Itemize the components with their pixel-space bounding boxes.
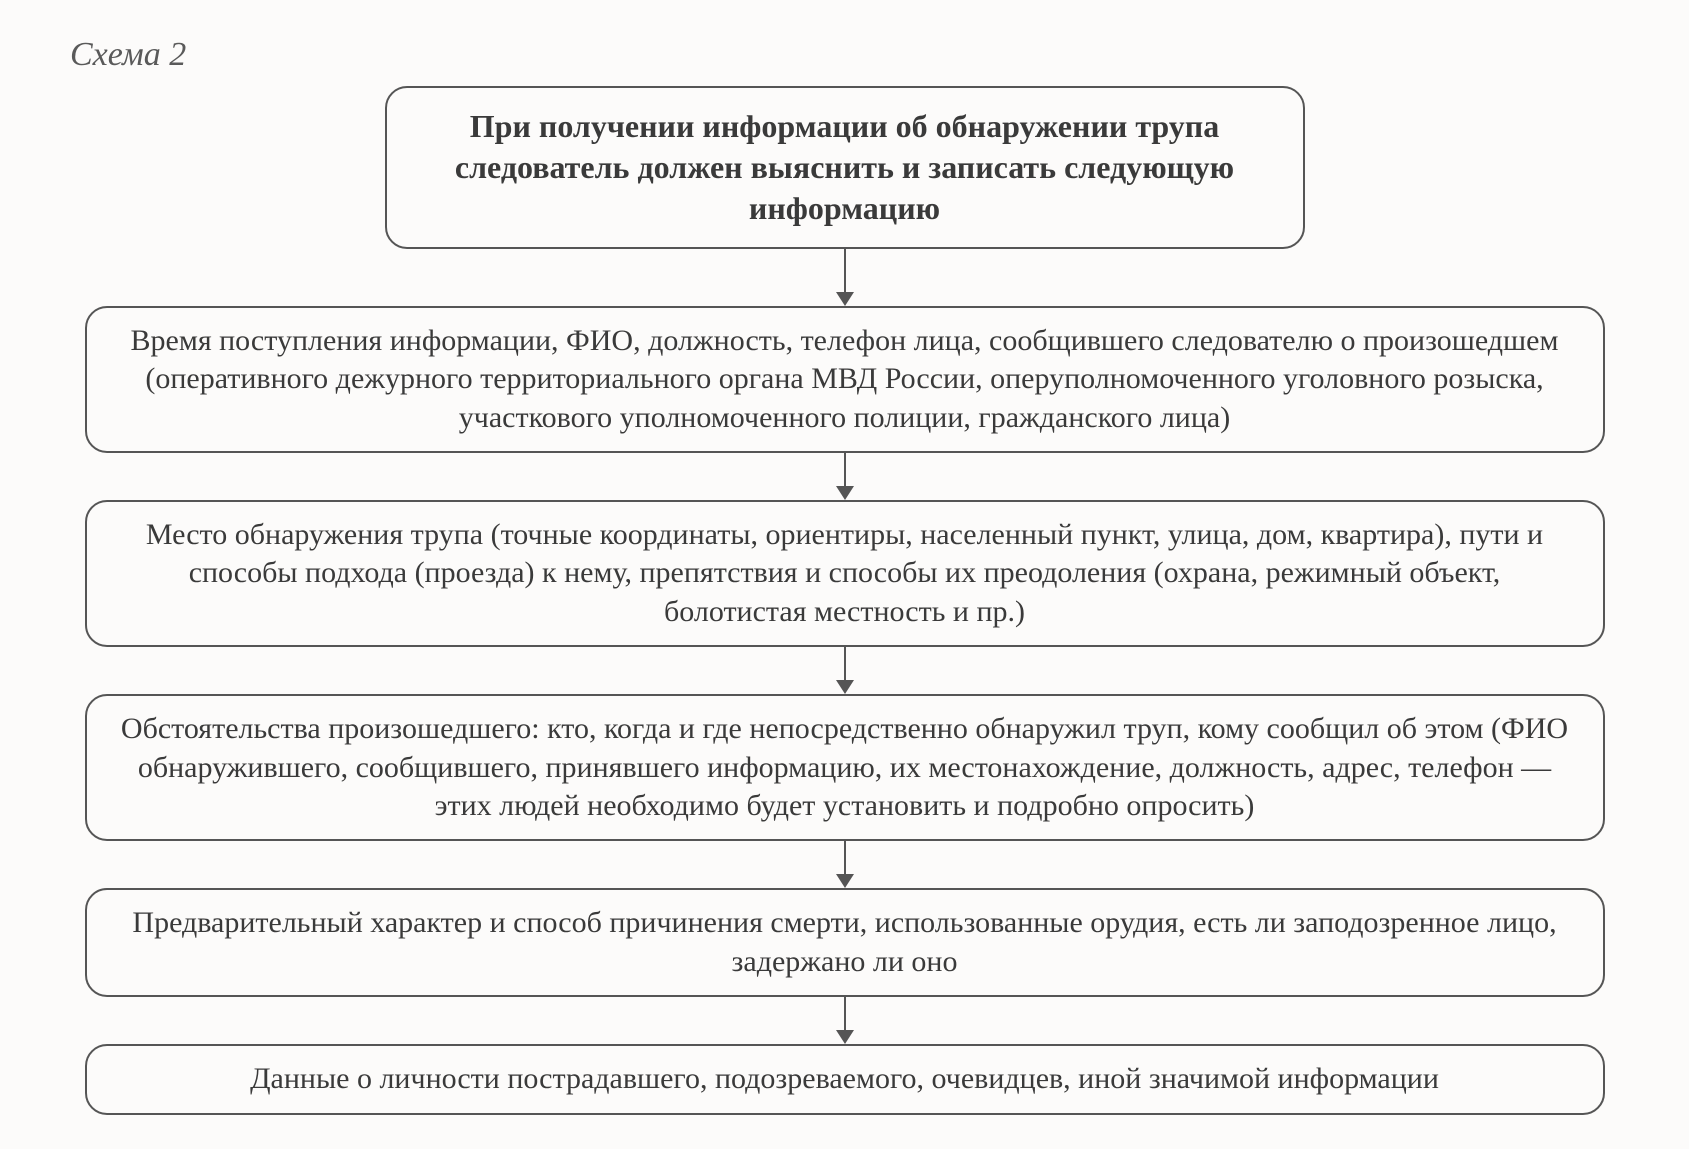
arrow-shaft <box>844 647 846 681</box>
arrow-shaft <box>844 249 846 293</box>
flow-node-1: Место обнаружения трупа (точные координа… <box>85 500 1605 647</box>
arrow-4 <box>836 997 854 1044</box>
arrow-head-icon <box>836 680 854 694</box>
arrow-shaft <box>844 997 846 1031</box>
flowchart-column: При получении информации об обнаружении … <box>60 86 1629 1115</box>
scheme-label: Схема 2 <box>70 36 1629 74</box>
flow-header-box: При получении информации об обнаружении … <box>385 86 1305 249</box>
flow-node-2: Обстоятельства произошедшего: кто, когда… <box>85 694 1605 841</box>
arrow-1 <box>836 453 854 500</box>
arrow-shaft <box>844 841 846 875</box>
arrow-2 <box>836 647 854 694</box>
arrow-head-icon <box>836 486 854 500</box>
arrow-head-icon <box>836 874 854 888</box>
flow-node-4: Данные о личности пострадавшего, подозре… <box>85 1044 1605 1114</box>
arrow-shaft <box>844 453 846 487</box>
arrow-head-icon <box>836 292 854 306</box>
page-root: Схема 2 При получении информации об обна… <box>0 0 1689 1149</box>
arrow-0 <box>836 249 854 306</box>
arrow-head-icon <box>836 1030 854 1044</box>
flow-node-0: Время поступления информации, ФИО, должн… <box>85 306 1605 453</box>
arrow-3 <box>836 841 854 888</box>
flow-node-3: Предварительный характер и способ причин… <box>85 888 1605 997</box>
